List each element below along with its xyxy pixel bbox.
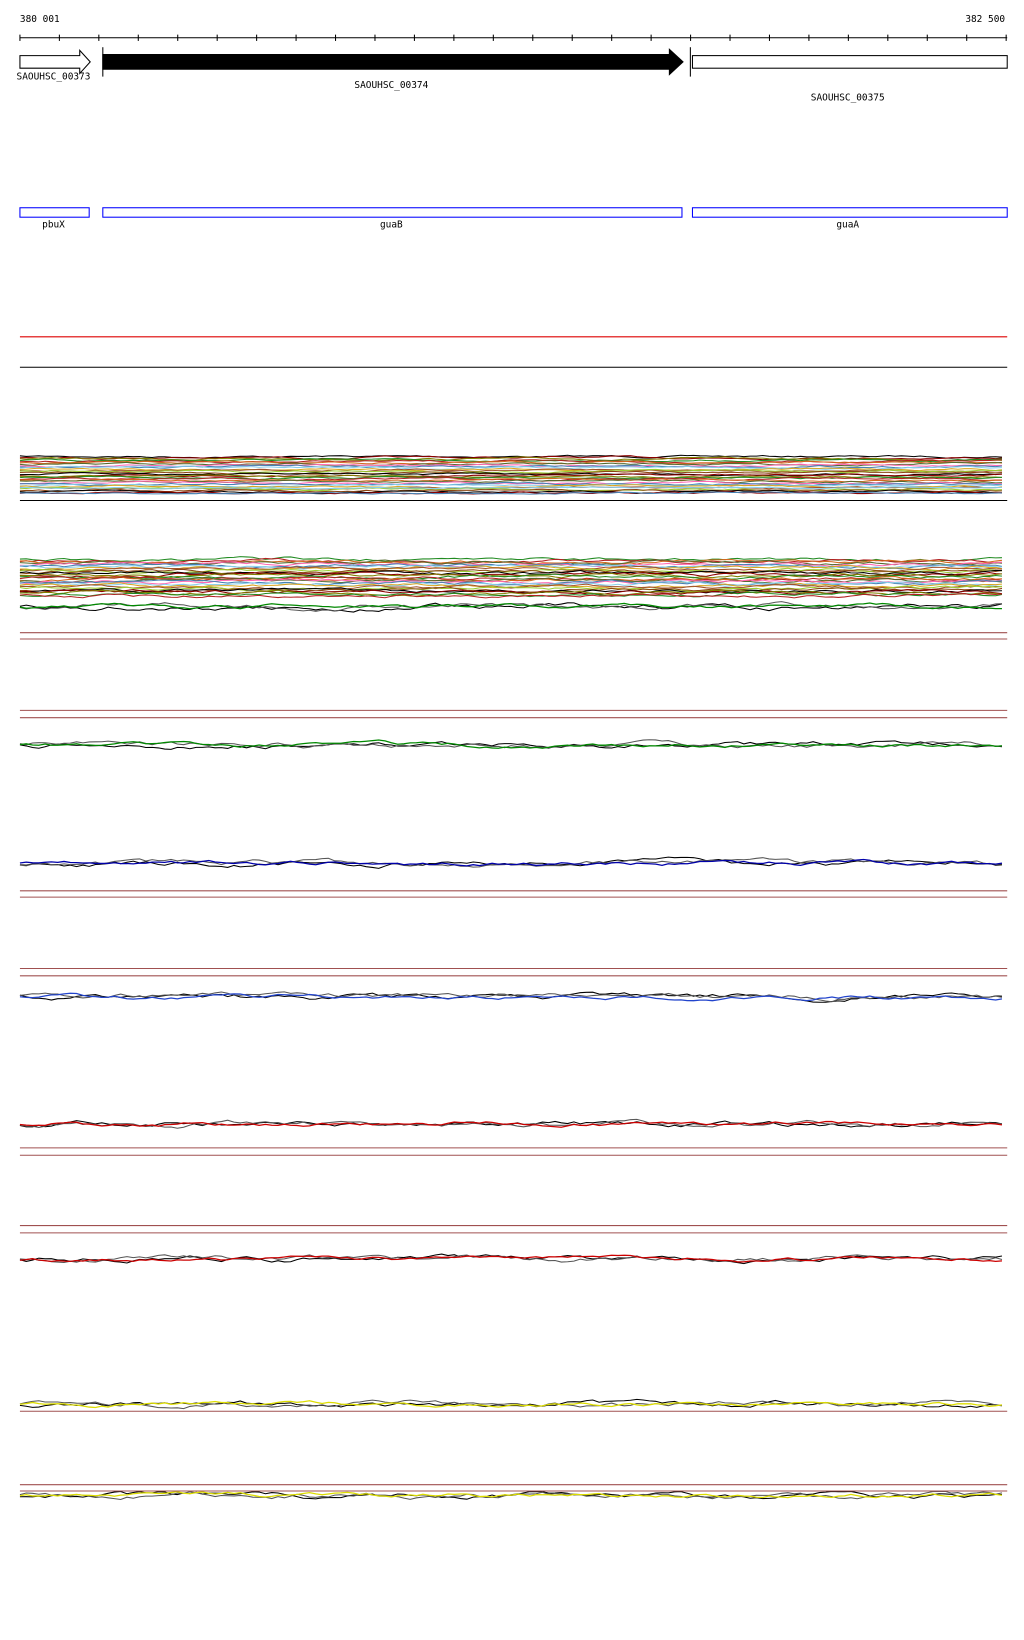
coverage-tracks <box>19 454 1008 1501</box>
gene-arrow <box>102 48 684 76</box>
feature-box <box>19 207 90 218</box>
feature-box <box>102 207 683 218</box>
coverage-line <box>19 577 1003 584</box>
coverage-line <box>19 602 1003 613</box>
coverage-line <box>19 992 1003 1002</box>
feature-box <box>691 207 1008 218</box>
coverage-line <box>19 476 1002 482</box>
coverage-line <box>19 991 1003 1003</box>
coverage-line <box>19 491 1002 495</box>
coverage-line <box>19 1120 1003 1128</box>
coverage-line <box>19 571 1002 579</box>
ruler-start: 380 001 <box>20 14 60 25</box>
coverage-line <box>19 1254 1003 1263</box>
coverage-line <box>19 739 1003 749</box>
coverage-line <box>19 1399 1003 1410</box>
coverage-line <box>19 477 1002 483</box>
coverage-line <box>19 856 1002 869</box>
gene-label: SAOUHSC_00374 <box>354 80 428 91</box>
coverage-line <box>19 580 1003 588</box>
coverage-line <box>19 740 1003 750</box>
gene-arrow <box>19 49 91 75</box>
coverage-line <box>19 488 1002 493</box>
gene-label: SAOUHSC_00375 <box>811 93 885 104</box>
coverage-line <box>19 583 1002 591</box>
ruler-end: 382 500 <box>965 14 1005 25</box>
coverage-line <box>19 991 1002 1003</box>
coverage-line <box>19 467 1003 472</box>
coverage-line <box>19 1400 1003 1409</box>
coverage-line <box>19 473 1002 478</box>
coverage-line <box>19 460 1003 465</box>
coverage-line <box>19 589 1003 595</box>
feature-label: guaA <box>836 220 859 231</box>
coverage-line <box>19 573 1003 580</box>
coverage-line <box>19 471 1003 477</box>
coverage-line <box>19 562 1003 570</box>
coverage-line <box>19 565 1003 572</box>
feature-label: pbuX <box>42 220 65 231</box>
coverage-line <box>19 480 1002 485</box>
coverage-line <box>19 565 1002 573</box>
gene-label: SAOUHSC_00373 <box>17 72 91 83</box>
coverage-line <box>19 468 1003 474</box>
coverage-line <box>19 858 1003 867</box>
coverage-line <box>19 602 1002 610</box>
gene-box <box>691 55 1008 69</box>
coverage-line <box>19 857 1002 868</box>
coverage-line <box>19 1118 1002 1129</box>
feature-label: guaB <box>380 220 403 231</box>
coverage-line <box>19 592 1003 599</box>
coverage-line <box>19 568 1003 575</box>
coverage-line <box>19 461 1003 467</box>
coverage-line <box>19 579 1003 587</box>
coverage-line <box>19 486 1002 490</box>
coverage-line <box>19 1491 1003 1499</box>
ruler-ticks <box>19 34 1007 41</box>
